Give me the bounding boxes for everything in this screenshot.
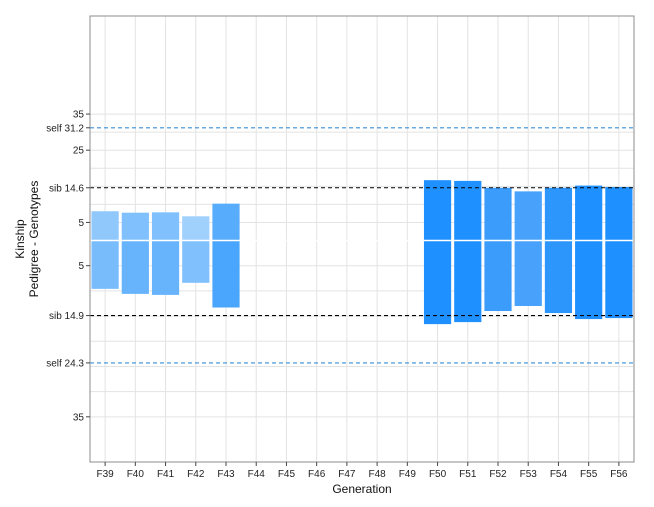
x-axis-title: Generation: [332, 482, 391, 496]
bar-pedigree: [514, 191, 542, 241]
bar-genotypes: [423, 240, 452, 325]
x-tick-label: F48: [368, 469, 386, 480]
bar-genotypes: [454, 240, 482, 323]
bar-genotypes: [575, 240, 603, 320]
bar-genotypes: [151, 240, 180, 295]
y-tick-label: 5: [78, 261, 84, 272]
x-tick-label: F42: [187, 469, 205, 480]
bar-genotypes: [514, 240, 542, 306]
x-tick-label: F44: [248, 469, 266, 480]
bar-pedigree: [544, 187, 573, 241]
bar-pedigree: [605, 187, 633, 241]
bar-genotypes: [544, 240, 573, 314]
y-axis-ticks: self 31.2 sib 14.6 sib 14.9 self 24.3 35 25 5 5…: [46, 110, 90, 423]
x-tick-label: F51: [459, 469, 477, 480]
panel-border: [89, 15, 635, 463]
x-tick-label: F41: [157, 469, 175, 480]
bar-pedigree: [91, 211, 119, 241]
bar-pedigree: [151, 212, 180, 241]
x-tick-label: F54: [550, 469, 568, 480]
bar-genotypes: [91, 240, 119, 289]
bar-pedigree: [423, 180, 452, 241]
y-tick-label: 25: [73, 146, 85, 157]
y-axis-title-line-1: Kinship: [13, 219, 27, 259]
x-tick-label: F55: [580, 469, 598, 480]
x-axis-ticks: F39 F40 F41 F42 F43 F44 F45 F46 F47 F48 F49 F50 F51 F…: [96, 462, 628, 480]
bar-layer: [90, 180, 634, 325]
x-tick-label: F45: [278, 469, 296, 480]
y-tick-label: self 31.2: [46, 123, 84, 134]
x-tick-label: F43: [217, 469, 235, 480]
y-tick-label: self 24.3: [46, 358, 84, 369]
x-tick-label: F53: [520, 469, 538, 480]
x-tick-label: F52: [489, 469, 507, 480]
bar-pedigree: [575, 185, 603, 241]
y-tick-label: 35: [73, 110, 85, 121]
y-tick-label: sib 14.6: [49, 183, 84, 194]
x-tick-label: F56: [610, 469, 628, 480]
bar-pedigree: [484, 187, 512, 241]
bar-pedigree: [454, 180, 482, 241]
y-tick-label: sib 14.9: [49, 311, 84, 322]
x-tick-label: F50: [429, 469, 447, 480]
x-tick-label: F40: [127, 469, 145, 480]
bar-pedigree: [182, 216, 210, 241]
y-tick-label: 5: [78, 218, 84, 229]
bar-pedigree: [121, 212, 149, 241]
y-axis-title-line-2: Pedigree - Genotypes: [27, 181, 41, 298]
grid-layer: [90, 16, 634, 462]
bar-pedigree: [212, 203, 240, 241]
x-tick-label: F49: [399, 469, 417, 480]
x-tick-label: F47: [338, 469, 356, 480]
bar-genotypes: [605, 240, 633, 319]
bar-genotypes: [121, 240, 149, 294]
y-tick-label: 35: [73, 412, 85, 423]
x-tick-label: F46: [308, 469, 326, 480]
bar-genotypes: [182, 240, 210, 283]
bar-genotypes: [212, 240, 240, 308]
bar-genotypes: [484, 240, 512, 312]
x-tick-label: F39: [96, 469, 114, 480]
